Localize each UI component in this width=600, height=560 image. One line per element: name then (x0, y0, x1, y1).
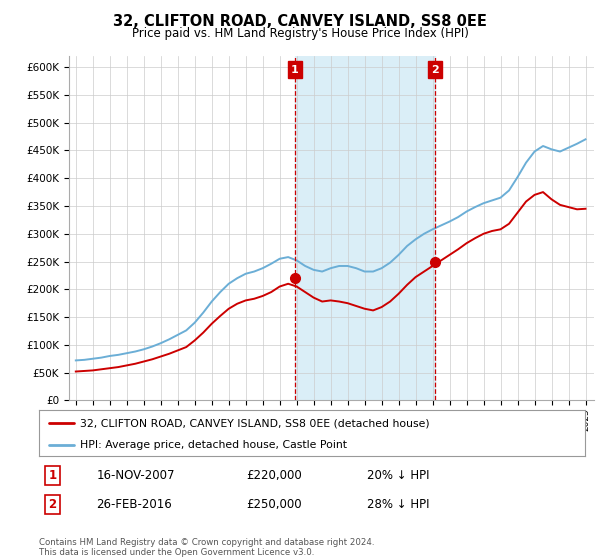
Text: 20% ↓ HPI: 20% ↓ HPI (367, 469, 429, 482)
Text: 1: 1 (291, 64, 299, 74)
Text: 1: 1 (49, 469, 57, 482)
Text: Price paid vs. HM Land Registry's House Price Index (HPI): Price paid vs. HM Land Registry's House … (131, 27, 469, 40)
Text: 28% ↓ HPI: 28% ↓ HPI (367, 498, 429, 511)
Text: 2: 2 (431, 64, 439, 74)
Text: 16-NOV-2007: 16-NOV-2007 (97, 469, 175, 482)
Text: 32, CLIFTON ROAD, CANVEY ISLAND, SS8 0EE (detached house): 32, CLIFTON ROAD, CANVEY ISLAND, SS8 0EE… (80, 418, 430, 428)
Text: £220,000: £220,000 (247, 469, 302, 482)
Text: 32, CLIFTON ROAD, CANVEY ISLAND, SS8 0EE: 32, CLIFTON ROAD, CANVEY ISLAND, SS8 0EE (113, 14, 487, 29)
Text: 26-FEB-2016: 26-FEB-2016 (97, 498, 172, 511)
Text: HPI: Average price, detached house, Castle Point: HPI: Average price, detached house, Cast… (80, 440, 347, 450)
Text: 2: 2 (49, 498, 57, 511)
Bar (295, 56, 435, 400)
Text: £250,000: £250,000 (247, 498, 302, 511)
Text: Contains HM Land Registry data © Crown copyright and database right 2024.
This d: Contains HM Land Registry data © Crown c… (39, 538, 374, 557)
